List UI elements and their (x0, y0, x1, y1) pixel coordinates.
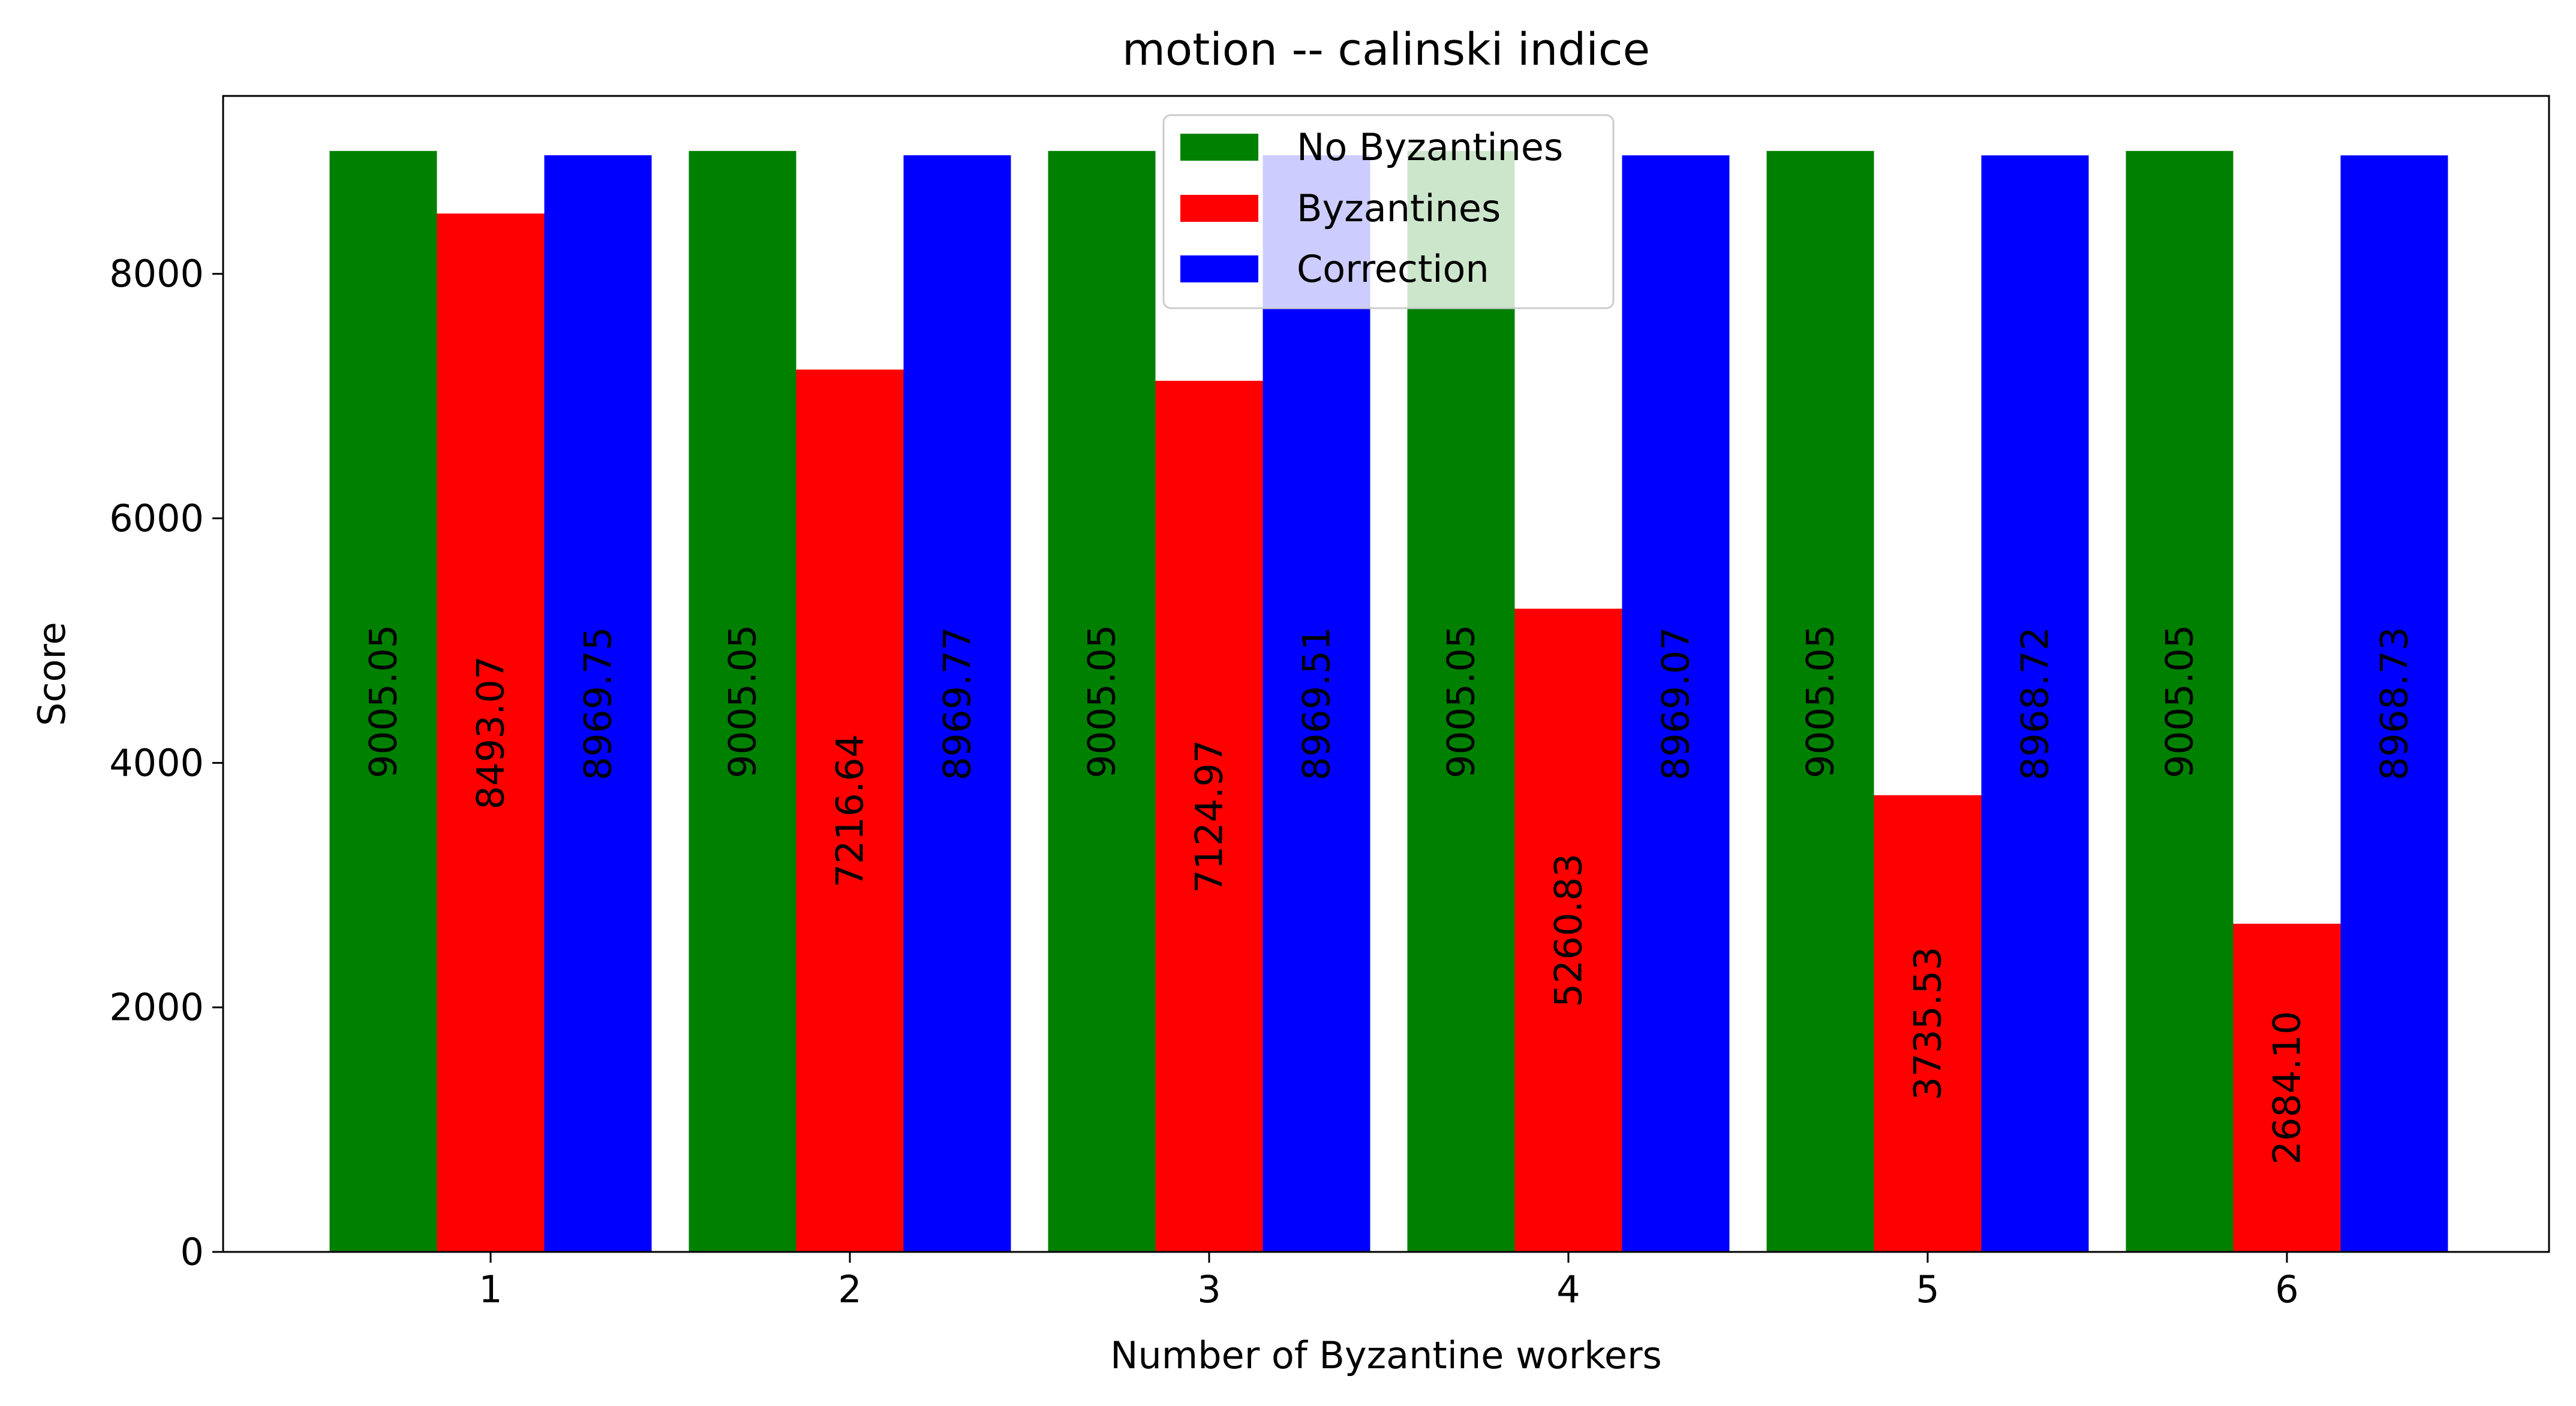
bar-no-byzantines-1 (329, 150, 437, 1253)
value-label-no-byzantines-1: 9005.05 (362, 625, 405, 778)
bar-correction-6 (2340, 155, 2448, 1252)
value-label-no-byzantines-5: 9005.05 (1799, 625, 1842, 778)
x-axis-label: Number of Byzantine workers (1110, 1333, 1662, 1377)
bar-byzantines-5 (1874, 795, 1982, 1252)
bars-layer (329, 150, 2448, 1253)
value-label-correction-4: 8969.07 (1654, 627, 1698, 780)
value-label-correction-3: 8969.51 (1295, 627, 1339, 780)
value-labels-layer: 9005.05 8493.07 8969.75 9005.05 7216.64 8969.… (362, 625, 2416, 1165)
value-label-byzantines-4: 5260.83 (1547, 853, 1591, 1007)
value-label-byzantines-1: 8493.07 (469, 656, 513, 809)
value-label-correction-6: 8968.73 (2373, 627, 2416, 780)
y-tick-label-0: 0 (181, 1230, 204, 1274)
bar-correction-4 (1622, 155, 1730, 1252)
bar-byzantines-3 (1155, 381, 1263, 1252)
axes-layer: 1 2 3 4 5 6 0 2000 4000 6000 8000 (109, 252, 2299, 1311)
x-tick-label-6: 6 (2275, 1267, 2298, 1311)
bar-no-byzantines-3 (1048, 150, 1156, 1253)
bar-correction-3 (1263, 155, 1370, 1253)
value-label-no-byzantines-2: 9005.05 (721, 625, 765, 778)
x-tick-label-4: 4 (1556, 1267, 1580, 1311)
bar-correction-2 (903, 155, 1011, 1252)
bar-correction-1 (544, 155, 652, 1252)
y-tick-label-2000: 2000 (109, 986, 204, 1029)
value-label-correction-5: 8968.72 (2013, 627, 2057, 780)
y-tick-label-6000: 6000 (109, 496, 204, 540)
x-tick-label-1: 1 (479, 1267, 502, 1311)
x-tick-label-5: 5 (1916, 1267, 1939, 1311)
bar-byzantines-2 (796, 369, 904, 1252)
bar-no-byzantines-5 (1766, 150, 1874, 1253)
legend-swatch-correction (1180, 255, 1258, 282)
value-label-byzantines-2: 7216.64 (828, 734, 872, 887)
bar-byzantines-6 (2233, 923, 2341, 1252)
value-label-correction-2: 8969.77 (936, 627, 979, 780)
value-label-no-byzantines-6: 9005.05 (2158, 625, 2202, 778)
bar-no-byzantines-4 (1407, 150, 1515, 1253)
x-tick-label-2: 2 (838, 1267, 861, 1311)
x-tick-label-3: 3 (1197, 1267, 1221, 1311)
chart-title: motion -- calinski indice (1122, 24, 1650, 76)
value-label-byzantines-3: 7124.97 (1188, 739, 1231, 893)
value-label-byzantines-6: 2684.10 (2265, 1011, 2309, 1164)
value-label-correction-1: 8969.75 (576, 627, 620, 780)
legend-swatch-no-byzantines (1180, 134, 1258, 161)
y-tick-label-8000: 8000 (109, 252, 204, 296)
legend-label-byzantines: Byzantines (1297, 186, 1501, 230)
y-axis-label: Score (30, 622, 74, 726)
value-label-no-byzantines-3: 9005.05 (1080, 625, 1124, 778)
bar-byzantines-1 (437, 213, 545, 1253)
bar-byzantines-4 (1514, 609, 1622, 1252)
legend-swatch-byzantines (1180, 195, 1258, 222)
bar-no-byzantines-2 (689, 150, 796, 1253)
y-tick-label-4000: 4000 (109, 741, 204, 785)
bar-correction-5 (1981, 155, 2089, 1252)
legend-label-correction: Correction (1297, 247, 1489, 291)
legend-frame (1162, 114, 1615, 309)
plot-frame (222, 95, 2550, 1253)
legend: No Byzantines Byzantines Correction (1162, 114, 1615, 309)
legend-label-no-byzantines: No Byzantines (1297, 125, 1563, 169)
bar-no-byzantines-6 (2126, 150, 2234, 1253)
value-label-byzantines-5: 3735.53 (1906, 947, 1950, 1100)
value-label-no-byzantines-4: 9005.05 (1439, 625, 1483, 778)
